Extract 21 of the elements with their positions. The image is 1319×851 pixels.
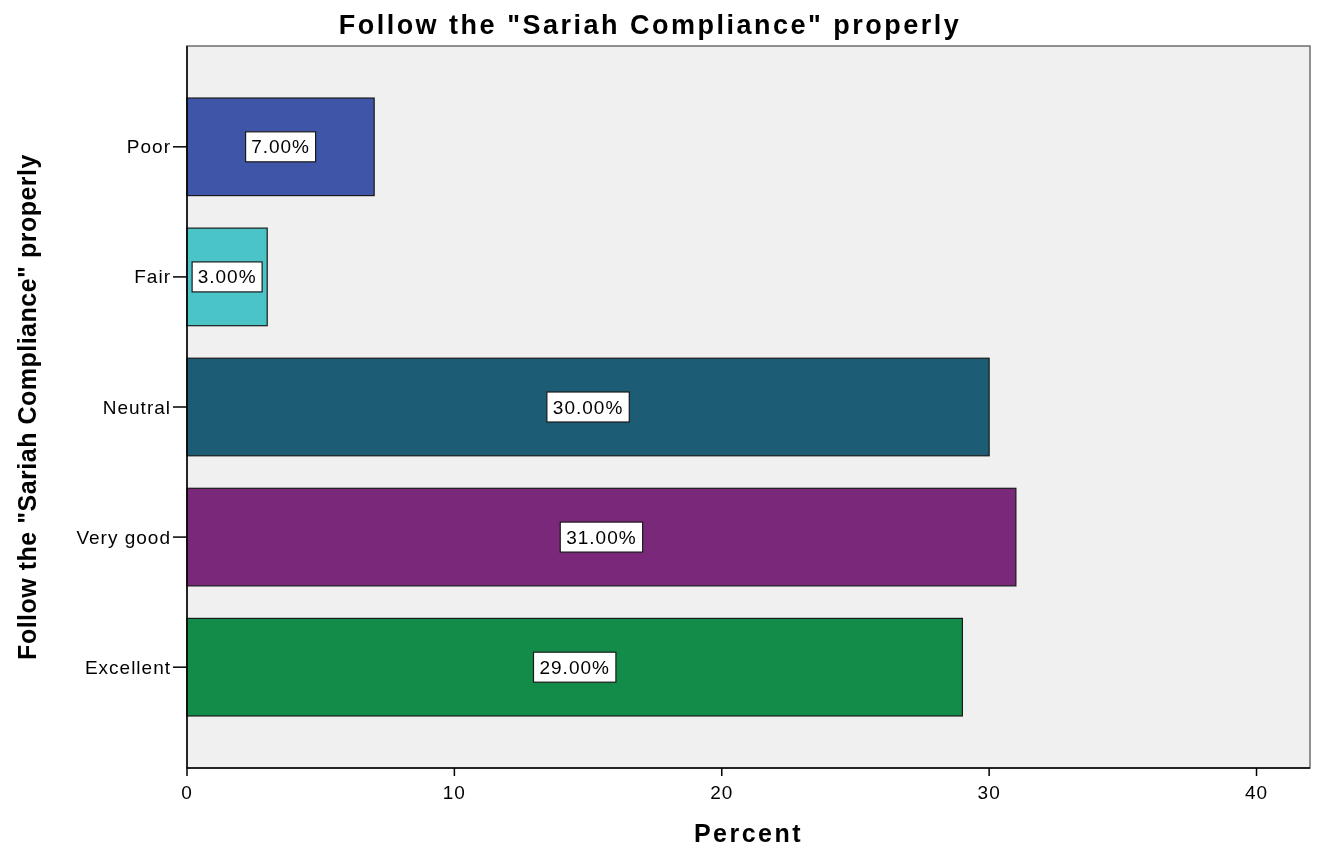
x-tick-label: 20 xyxy=(710,782,734,803)
y-tick-label: Poor xyxy=(126,136,171,158)
x-tick-label: 10 xyxy=(442,782,466,803)
y-tick-label: Excellent xyxy=(84,656,171,678)
y-tick-label: Very good xyxy=(76,526,171,548)
data-label: 31.00% xyxy=(566,526,637,548)
x-axis-title: Percent xyxy=(693,819,804,847)
bar xyxy=(186,487,1017,587)
data-label: 29.00% xyxy=(539,656,610,678)
x-tick-label: 40 xyxy=(1244,782,1269,803)
data-label: 3.00% xyxy=(197,266,257,288)
data-label: 30.00% xyxy=(552,396,624,418)
y-tick-label: Neutral xyxy=(102,396,171,418)
y-axis-title: Follow the "Sariah Compliance" properly xyxy=(13,154,41,660)
bar xyxy=(186,617,964,717)
x-tick-label: 30 xyxy=(977,782,1001,803)
y-tick-label: Fair xyxy=(134,266,171,288)
chart-title: Follow the "Sariah Compliance" properly xyxy=(338,10,962,40)
x-tick-label: 0 xyxy=(181,782,193,803)
bar xyxy=(186,357,990,457)
data-label: 7.00% xyxy=(251,136,311,158)
